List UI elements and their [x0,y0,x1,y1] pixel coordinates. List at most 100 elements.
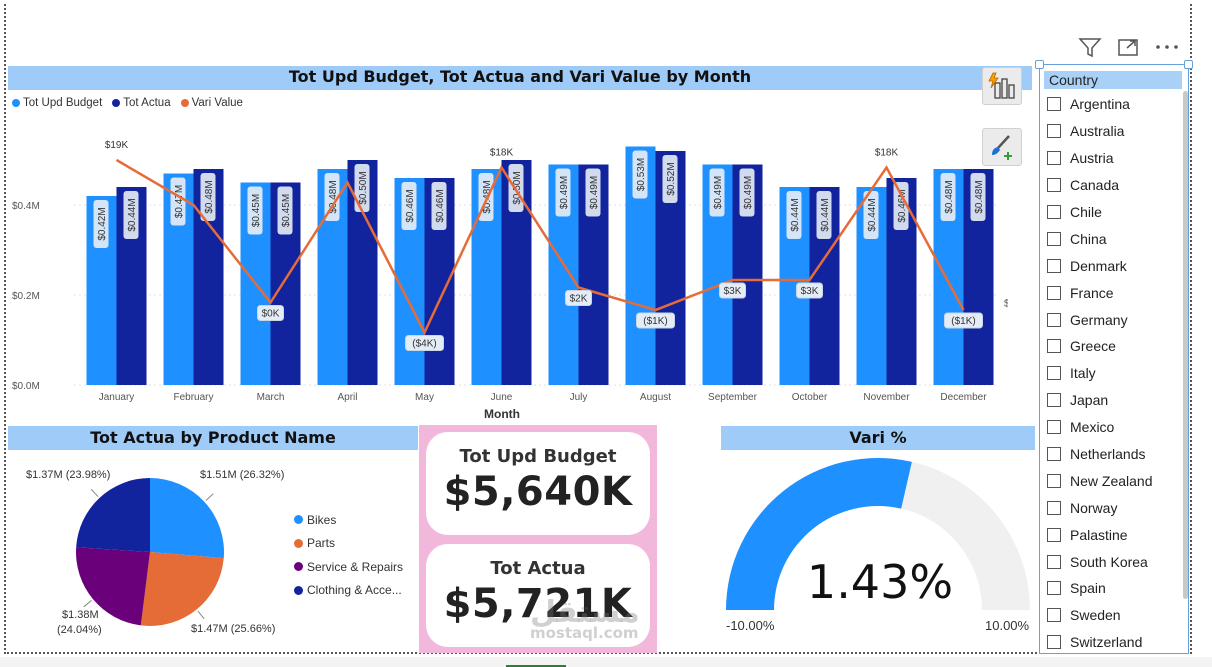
slicer-checkbox[interactable] [1047,312,1061,327]
slicer-item[interactable]: Denmark [1047,252,1181,279]
bar-data-label-bg [354,164,370,212]
slicer-item[interactable]: Sweden [1047,602,1181,629]
pie-legend-item-clothing[interactable]: Clothing & Acce... [294,579,403,603]
kpi-card-actual[interactable]: Tot Actua $5,721K [426,544,650,647]
combo-chart-legend: Tot Upd Budget Tot Actua Vari Value [12,97,243,109]
legend-item-actual[interactable]: Tot Actua [112,97,171,109]
variance-data-label: $3K [796,282,823,299]
slicer-item[interactable]: Mexico [1047,414,1181,441]
slicer-checkbox[interactable] [1047,124,1061,139]
bar-data-label: $0.48M [970,173,986,221]
slicer-checkbox[interactable] [1047,447,1061,462]
slicer-item[interactable]: China [1047,225,1181,252]
kpi-card-budget[interactable]: Tot Upd Budget $5,640K [426,432,650,535]
legend-item-budget[interactable]: Tot Upd Budget [12,97,102,109]
filter-icon[interactable] [1078,36,1102,58]
slicer-item[interactable]: Spain [1047,575,1181,602]
slicer-checkbox[interactable] [1047,151,1061,166]
slicer-item[interactable]: South Korea [1047,548,1181,575]
bar-data-label: $0.44M [816,191,832,239]
slicer-checkbox[interactable] [1047,527,1061,542]
quick-insights-button[interactable] [982,67,1022,105]
slicer-checkbox[interactable] [1047,393,1061,408]
variance-label-bg [944,312,983,329]
resize-handle-top-left[interactable] [1035,60,1044,69]
variance-label-text: $3K [801,286,819,297]
slicer-checkbox[interactable] [1047,500,1061,515]
legend-dot-budget [12,99,20,107]
slicer-checkbox[interactable] [1047,608,1061,623]
pie-legend-item-parts[interactable]: Parts [294,532,403,556]
bar-data-label: $0.49M [585,168,601,217]
pie-slice[interactable] [76,478,150,552]
pie-chart-plot[interactable] [30,455,290,655]
format-painter-button[interactable] [982,128,1022,166]
pie-legend-item-service[interactable]: Service & Repairs [294,555,403,579]
variance-line[interactable] [115,158,965,336]
slicer-item[interactable]: Italy [1047,360,1181,387]
slicer-checkbox[interactable] [1047,473,1061,488]
slicer-checkbox[interactable] [1047,581,1061,596]
slicer-checkbox[interactable] [1047,258,1061,273]
variance-label-text: $18K [490,148,514,159]
slicer-checkbox[interactable] [1047,285,1061,300]
gauge-title-text: Vari % [849,428,907,447]
slicer-item[interactable]: Switzerland [1047,629,1181,656]
slicer-item[interactable]: New Zealand [1047,467,1181,494]
slicer-checkbox[interactable] [1047,420,1061,435]
resize-handle-top-right[interactable] [1184,60,1193,69]
variance-label-bg [636,312,675,329]
country-slicer[interactable]: Country Argentina Australia Austria Canada C… [1035,60,1193,656]
slicer-checkbox[interactable] [1047,205,1061,219]
slicer-checkbox[interactable] [1047,231,1061,246]
slicer-item[interactable]: Canada [1047,172,1181,199]
pie-slice[interactable] [140,552,224,626]
slicer-item[interactable]: Germany [1047,306,1181,333]
visual-header [1078,36,1190,58]
bar-data-label: $0.48M [940,173,956,221]
focus-mode-icon[interactable] [1116,36,1140,58]
slicer-item[interactable]: Norway [1047,494,1181,521]
slicer-item[interactable]: Netherlands [1047,441,1181,468]
pie-leader-line [205,493,214,501]
variance-label-text: ($4K) [412,339,436,350]
slicer-checkbox[interactable] [1047,178,1061,193]
variance-data-label: $0K [257,305,284,321]
bar-data-label-bg [970,173,986,221]
bar-data-label-text: $0.53M [636,158,647,191]
more-options-icon[interactable] [1154,36,1180,58]
slicer-checkbox[interactable] [1047,97,1061,112]
legend-item-variance[interactable]: Vari Value [180,97,243,109]
active-page-tab-indicator[interactable] [506,665,566,667]
slicer-checkbox[interactable] [1047,366,1061,381]
slicer-item[interactable]: Japan [1047,387,1181,414]
slicer-item[interactable]: Austria [1047,145,1181,172]
bar-data-label-text: $0.45M [281,194,292,227]
slicer-checkbox[interactable] [1047,554,1061,569]
pie-leader-line [83,600,92,608]
slicer-item[interactable]: Argentina [1047,91,1181,118]
pie-slice[interactable] [150,478,224,559]
gauge-max-label: 10.00% [985,618,1030,633]
bar-data-label-bg [431,182,447,230]
slicer-item[interactable]: Chile [1047,199,1181,226]
slicer-item[interactable]: France [1047,279,1181,306]
pie-slice[interactable] [76,547,150,626]
pie-legend-label-parts: Parts [307,536,336,551]
pie-legend-item-bikes[interactable]: Bikes [294,508,403,532]
combo-chart-plot[interactable]: $0.0M $0.2M $0.4M $0K $0.42M $0.44M January $0.… [8,110,1008,428]
slicer-scrollbar[interactable] [1183,91,1188,599]
bar-data-label-bg [662,155,678,203]
page-tab-strip [0,657,1212,667]
slicer-item[interactable]: Australia [1047,118,1181,145]
bar-data-label-bg [247,186,263,235]
gauge-plot[interactable] [721,450,1035,620]
slicer-item[interactable]: Palastine [1047,521,1181,548]
y-tick-label: $0.2M [12,291,40,302]
bar-data-label-bg [93,200,109,248]
slicer-item[interactable]: Greece [1047,333,1181,360]
slicer-checkbox[interactable] [1047,635,1061,650]
pie-legend-label-bikes: Bikes [307,512,337,527]
slicer-item-label: New Zealand [1070,472,1153,489]
slicer-checkbox[interactable] [1047,339,1061,354]
